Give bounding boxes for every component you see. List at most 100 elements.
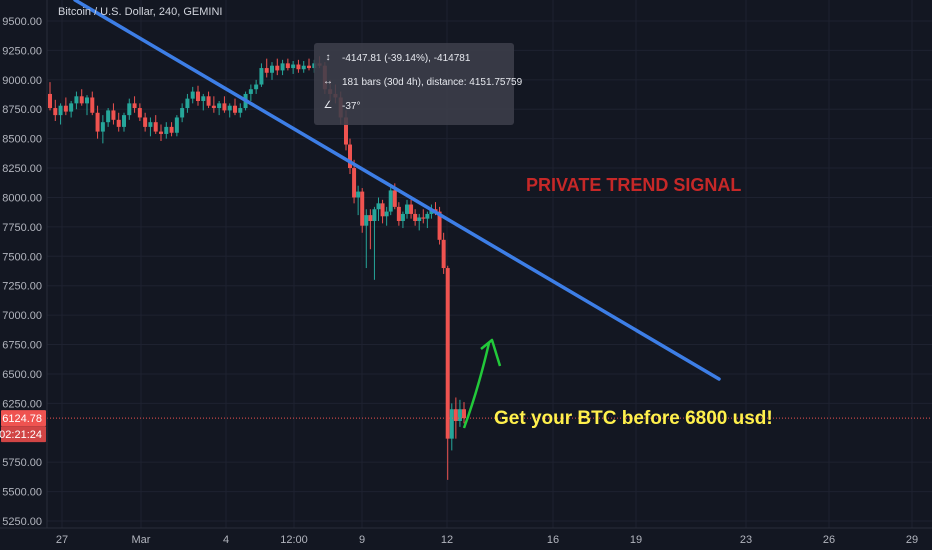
candle-body xyxy=(344,117,348,145)
candle-body xyxy=(445,268,450,439)
candle-body xyxy=(248,89,253,94)
time-tick-label: 27 xyxy=(56,534,68,546)
candle-body xyxy=(457,409,462,421)
candle-body xyxy=(388,190,393,212)
candle-body xyxy=(206,96,211,106)
candle-body xyxy=(222,103,227,111)
candle-body xyxy=(254,84,259,90)
candle-body xyxy=(69,103,74,112)
candle-body xyxy=(280,63,285,71)
time-tick-label: Mar xyxy=(132,534,151,546)
time-tick-label: 29 xyxy=(906,534,918,546)
candle-body xyxy=(74,96,79,104)
up-arrow-head xyxy=(480,338,502,367)
bar-countdown: 02:21:24 xyxy=(0,429,42,441)
candle-body xyxy=(348,144,352,169)
price-tick-label: 7250.00 xyxy=(2,281,42,293)
candle-body xyxy=(201,96,206,101)
time-tick-label: 16 xyxy=(547,534,559,546)
candle-body xyxy=(380,203,385,217)
time-tick-label: 12 xyxy=(441,534,453,546)
candle-body xyxy=(180,108,185,118)
up-arrow-shaft xyxy=(462,342,491,429)
candle-body xyxy=(48,93,52,109)
candle-body xyxy=(106,110,111,123)
candle-body xyxy=(95,112,100,132)
candle-body xyxy=(211,105,216,109)
measure-tooltip: ↕ -4147.81 (-39.14%), -414781 ↔ 181 bars… xyxy=(314,43,522,125)
candle-body xyxy=(368,215,373,221)
candle-body xyxy=(159,131,163,134)
candle-body xyxy=(417,217,422,221)
candle-body xyxy=(116,119,121,127)
price-tick-label: 8250.00 xyxy=(2,163,42,175)
private-trend-signal-label: PRIVATE TREND SIGNAL xyxy=(526,175,742,195)
price-tick-label: 8750.00 xyxy=(2,104,42,116)
price-tick-label: 9500.00 xyxy=(2,16,42,28)
measure-angle-row: ∠ -37° xyxy=(322,100,361,112)
buy-cta-label: Get your BTC before 6800 usd! xyxy=(494,408,773,429)
time-tick-label: 26 xyxy=(823,534,835,546)
candle-body xyxy=(421,217,426,219)
candle-body xyxy=(132,103,137,109)
time-tick-label: 9 xyxy=(359,534,365,546)
angle-icon: ∠ xyxy=(323,100,333,111)
candle-body xyxy=(307,65,311,69)
candle-body xyxy=(174,117,179,133)
candle-body xyxy=(405,204,409,214)
price-tick-label: 8000.00 xyxy=(2,192,42,204)
bars-range-icon: ↔ xyxy=(323,76,333,87)
candle-body xyxy=(275,65,280,71)
price-tick-label: 7750.00 xyxy=(2,222,42,234)
symbol-title: Bitcoin / U.S. Dollar, 240, GEMINI xyxy=(58,6,223,18)
candle-body xyxy=(111,110,116,120)
candle-body xyxy=(296,64,301,70)
candle-body xyxy=(356,191,361,198)
price-tick-label: 5750.00 xyxy=(2,457,42,469)
candle-body xyxy=(185,98,190,109)
candle-body xyxy=(79,96,84,104)
candle-body xyxy=(425,213,430,219)
time-tick-label: 19 xyxy=(630,534,642,546)
time-axis-bg xyxy=(0,528,932,550)
time-tick-label: 4 xyxy=(223,534,229,546)
candle-body xyxy=(372,209,377,221)
price-tick-label: 5500.00 xyxy=(2,487,42,499)
candle-body xyxy=(227,105,232,111)
candle-body xyxy=(169,126,174,133)
candle-body xyxy=(409,204,414,214)
last-price-tag xyxy=(1,410,46,427)
candle-body xyxy=(449,409,454,439)
candle-body xyxy=(196,91,200,101)
candle-body xyxy=(376,203,381,210)
candle-body xyxy=(285,63,290,69)
candle-body xyxy=(127,103,132,116)
candle-body xyxy=(352,168,357,198)
candle-body xyxy=(233,105,237,113)
candle-body xyxy=(63,105,68,112)
countdown-tag xyxy=(1,426,46,443)
candle-body xyxy=(153,122,158,132)
candle-body xyxy=(137,108,142,118)
candle-body xyxy=(85,97,89,104)
measure-price-change: -4147.81 (-39.14%), -414781 xyxy=(342,52,471,64)
measure-bars-distance: 181 bars (30d 4h), distance: 4151.75759 xyxy=(342,76,523,88)
candle-body xyxy=(462,409,466,419)
last-price-value: 6124.78 xyxy=(2,413,42,425)
time-tick-label: 23 xyxy=(740,534,752,546)
price-axis-bg xyxy=(0,0,47,550)
price-tick-label: 5250.00 xyxy=(2,516,42,528)
trend-line xyxy=(73,0,721,381)
candle-body xyxy=(148,122,153,127)
price-tick-label: 6500.00 xyxy=(2,369,42,381)
grid-layer xyxy=(47,0,932,528)
candle-body xyxy=(264,68,269,73)
candle-body xyxy=(396,206,401,221)
price-tick-label: 7500.00 xyxy=(2,251,42,263)
candle-body xyxy=(437,211,442,240)
candle-body xyxy=(270,65,274,73)
candle-body xyxy=(259,68,264,85)
